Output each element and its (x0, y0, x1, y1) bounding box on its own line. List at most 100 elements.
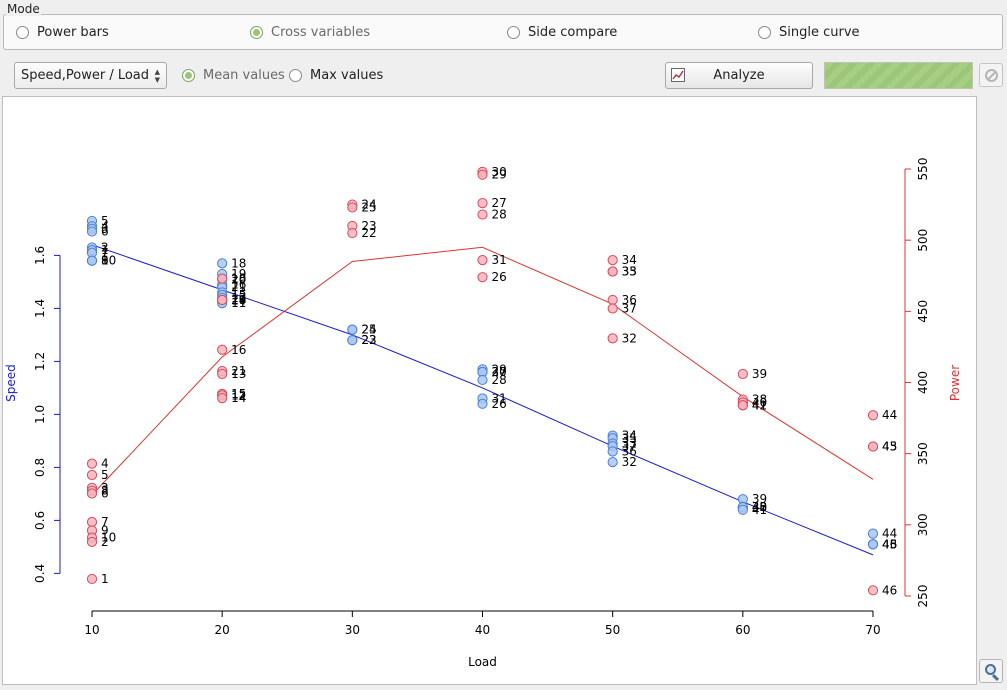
speed-point-label: 42 (752, 500, 767, 514)
power-point-label: 18 (231, 272, 246, 286)
speed-point-label: 8 (101, 254, 109, 268)
speed-point-label: 11 (231, 296, 246, 310)
power-point-label: 29 (492, 168, 507, 182)
speed-point-label: 38 (752, 500, 767, 514)
power-point (607, 333, 618, 344)
x-tick-label: 10 (84, 623, 99, 637)
mode-cross-variables-radio[interactable]: Cross variables (250, 25, 370, 40)
speed-point-label: 26 (492, 397, 507, 411)
power-point (737, 368, 748, 380)
y-left-tick-label: 1.4 (33, 299, 47, 318)
power-point (86, 458, 98, 469)
power-point-label: 7 (101, 515, 109, 529)
speed-point-label: 34 (622, 429, 637, 443)
power-point-label: 20 (231, 293, 246, 307)
power-point-label: 45 (882, 440, 897, 454)
power-point-label: 44 (882, 408, 897, 422)
mode-side-compare-radio[interactable]: Side compare (507, 25, 617, 40)
x-tick-label: 40 (475, 623, 490, 637)
y-right-tick-label: 400 (916, 371, 930, 394)
mean-values-radio[interactable]: Mean values (182, 68, 285, 83)
speed-point-label: 6 (101, 225, 109, 239)
power-point (217, 273, 228, 284)
y-left-tick-label: 0.8 (33, 458, 47, 477)
power-point (217, 294, 228, 306)
magnifier-icon (985, 664, 996, 675)
y-left-tick-label: 1.6 (33, 246, 47, 265)
speed-point (347, 335, 358, 346)
stop-button[interactable] (979, 63, 1003, 87)
speed-point (867, 528, 879, 539)
radio-circle-icon (16, 26, 29, 39)
speed-point-label: 20 (231, 272, 246, 286)
radio-checked-icon (182, 69, 195, 82)
power-point-label: 26 (492, 270, 507, 284)
speed-point-label: 1 (101, 243, 109, 257)
speed-point-label: 37 (622, 439, 637, 453)
analyze-button[interactable]: Analyze (665, 62, 813, 89)
y-right-tick-label: 350 (916, 442, 930, 465)
power-point (217, 393, 228, 404)
y-left-tick-label: 1.0 (33, 405, 47, 424)
power-point (607, 303, 618, 314)
speed-point-label: 16 (231, 278, 246, 292)
y-left-tick-label: 1.2 (33, 352, 47, 371)
speed-point-label: 15 (231, 288, 246, 302)
chart-icon (671, 68, 685, 82)
cross-variables-chart: 10 20 30 40 50 60 70 Load 0.4 0.6 0.8 1.0 1.2 1.4 1.6 S… (4, 158, 962, 669)
power-point-label: 15 (231, 387, 246, 401)
speed-point-label: 35 (622, 431, 637, 445)
power-point (86, 536, 98, 548)
x-axis-title: Load (468, 655, 497, 669)
power-point-label: 1 (101, 572, 109, 586)
mean-values-label: Mean values (203, 68, 285, 83)
speed-point-label: 40 (752, 500, 767, 514)
speed-point-label: 29 (492, 362, 507, 376)
power-point-label: 21 (231, 364, 246, 378)
power-point-label: 9 (101, 524, 109, 538)
speed-point (867, 539, 879, 550)
y-left-tick-label: 0.6 (33, 511, 47, 530)
speed-point-label: 9 (101, 254, 109, 268)
speed-point-label: 23 (361, 333, 376, 347)
speed-point-label: 25 (361, 323, 376, 337)
max-values-radio[interactable]: Max values (289, 68, 383, 83)
power-point (86, 488, 98, 499)
power-point-label: 40 (752, 395, 767, 409)
speed-point (347, 324, 358, 335)
mode-power-bars-radio[interactable]: Power bars (16, 25, 109, 40)
power-point-label: 38 (752, 393, 767, 407)
speed-point-label: 13 (231, 286, 246, 300)
speed-point-label: 7 (101, 246, 109, 260)
power-point (477, 169, 488, 180)
power-point (86, 516, 98, 528)
speed-point-label: 4 (101, 219, 109, 233)
power-point-label: 2 (101, 535, 109, 549)
speed-point-label: 41 (752, 503, 767, 517)
mode-group-title: Mode (6, 2, 41, 16)
speed-point-label: 30 (492, 365, 507, 379)
power-point-label: 32 (622, 331, 637, 345)
power-point (477, 209, 488, 220)
y-left-tick-label: 0.4 (33, 564, 47, 583)
zoom-button[interactable] (979, 659, 1003, 683)
power-point-label: 35 (622, 264, 637, 278)
power-point (347, 227, 358, 239)
variable-select-value: Speed,Power / Load (21, 68, 150, 83)
y-right-tick-label: 450 (916, 300, 930, 323)
progress-bar (824, 62, 973, 89)
radio-checked-icon (250, 26, 263, 39)
power-point-label: 12 (231, 388, 246, 402)
speed-point (737, 504, 748, 515)
speed-point-label: 31 (492, 392, 507, 406)
variable-select[interactable]: Speed,Power / Load ▲ ▼ (14, 62, 167, 89)
speed-point-label: 19 (231, 267, 246, 281)
power-point-label: 39 (752, 367, 767, 381)
power-point-label: 13 (231, 367, 246, 381)
power-point (217, 344, 228, 355)
power-point-label: 25 (361, 200, 376, 214)
mode-single-curve-radio[interactable]: Single curve (758, 25, 860, 40)
radio-circle-icon (758, 26, 771, 39)
power-point-label: 14 (231, 391, 246, 405)
power-point (607, 266, 618, 277)
